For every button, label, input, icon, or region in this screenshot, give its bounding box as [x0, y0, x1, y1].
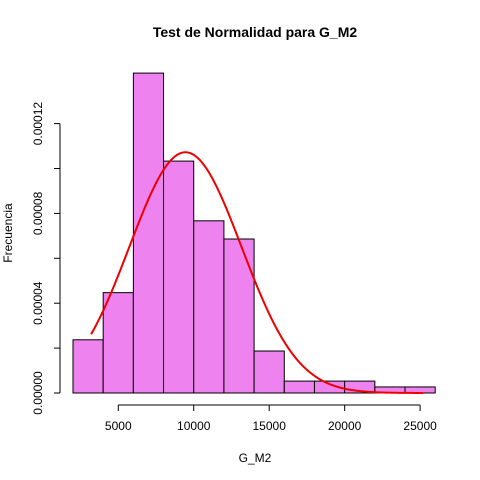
y-tick-label: 0.00012 — [31, 102, 45, 146]
chart-title: Test de Normalidad para G_M2 — [153, 24, 358, 40]
histogram-bar-8 — [284, 381, 314, 393]
y-axis: 0.00000 0.00004 0.00008 0.00012 — [31, 102, 60, 415]
histogram-bar-7 — [254, 351, 284, 393]
x-axis-label: G_M2 — [239, 451, 272, 465]
x-tick-label: 5000 — [105, 419, 132, 433]
y-tick-label: 0.00004 — [31, 281, 45, 325]
histogram-bar-5 — [194, 221, 224, 393]
x-tick-label: 20000 — [328, 419, 362, 433]
histogram-bar-2 — [103, 293, 133, 393]
y-axis-label: Frecuencia — [1, 203, 15, 263]
y-tick-label: 0.00000 — [31, 371, 45, 415]
histogram-bar-3 — [133, 73, 163, 393]
x-tick-label: 15000 — [253, 419, 287, 433]
x-tick-label: 10000 — [177, 419, 211, 433]
histogram-bar-4 — [164, 161, 194, 393]
histogram-bar-6 — [224, 239, 254, 393]
histogram-bar-1 — [73, 340, 103, 393]
histogram-bars — [73, 73, 435, 393]
x-tick-label: 25000 — [403, 419, 437, 433]
x-axis: 5000 10000 15000 20000 25000 — [105, 405, 437, 433]
y-tick-label: 0.00008 — [31, 191, 45, 235]
